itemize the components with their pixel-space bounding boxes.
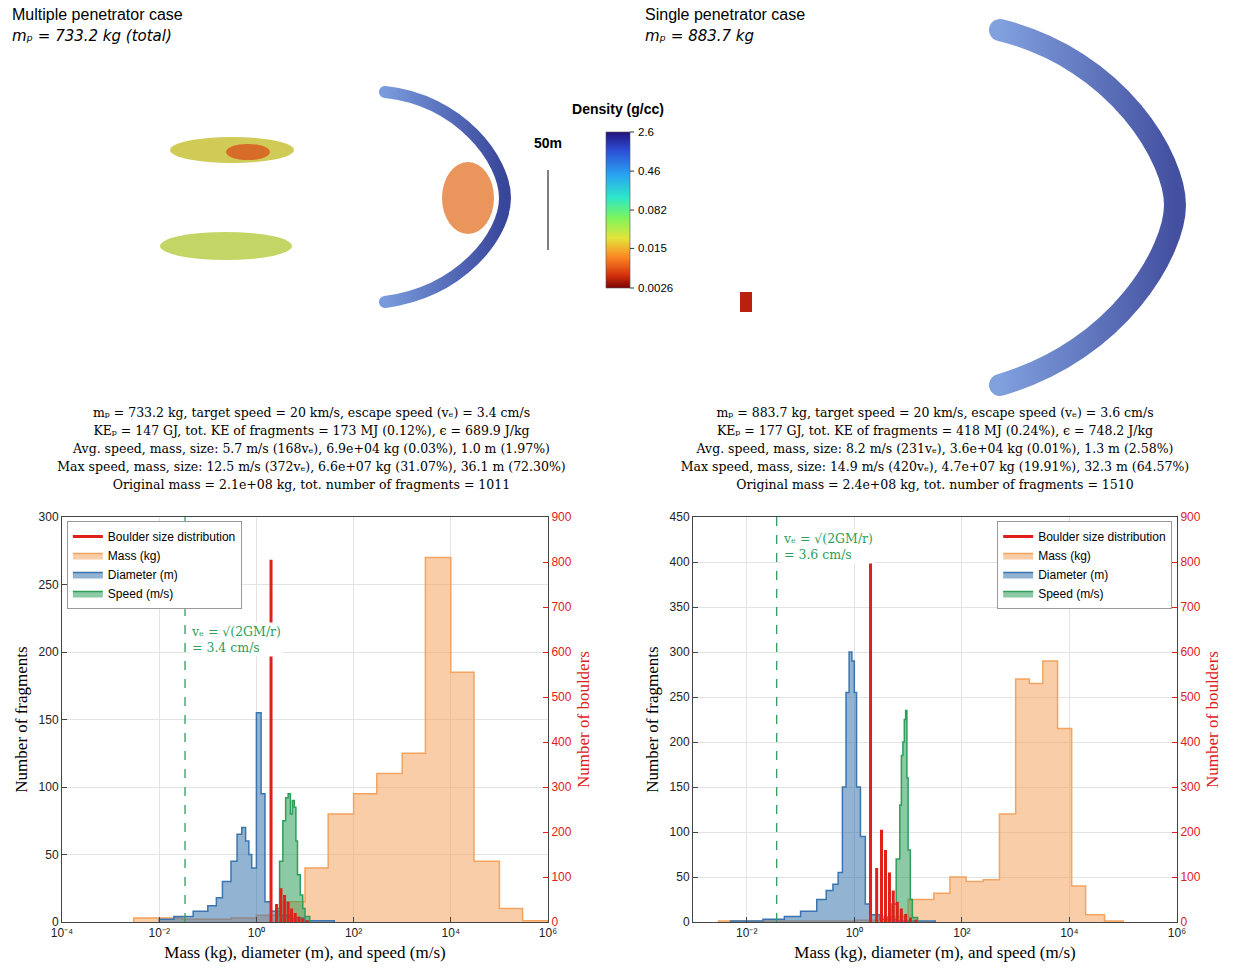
svg-text:600: 600 xyxy=(1180,645,1200,659)
svg-text:300: 300 xyxy=(1180,780,1200,794)
html-text:Original mass = 2.4e+08 kg, to: Original mass = 2.4e+08 kg, tot. number … xyxy=(736,477,1134,492)
svg-text:0.015: 0.015 xyxy=(638,242,667,254)
svg-text:0.082: 0.082 xyxy=(638,204,667,216)
svg-text:Mass (kg), diameter (m), and s: Mass (kg), diameter (m), and speed (m/s) xyxy=(164,943,445,962)
svg-text:600: 600 xyxy=(551,645,571,659)
svg-text:Number of boulders: Number of boulders xyxy=(574,651,593,788)
html-text:Avg. speed, mass, size: 5.7 m/: Avg. speed, mass, size: 5.7 m/s (168vₑ),… xyxy=(73,441,550,456)
svg-text:2.6: 2.6 xyxy=(638,126,654,138)
svg-text:0.46: 0.46 xyxy=(638,165,660,177)
svg-text:Mass (kg): Mass (kg) xyxy=(108,549,161,563)
svg-text:Diameter (m): Diameter (m) xyxy=(108,568,178,582)
svg-text:0: 0 xyxy=(1180,915,1187,929)
svg-text:mₚ = 733.2 kg (total): mₚ = 733.2 kg (total) xyxy=(12,27,172,45)
svg-text:200: 200 xyxy=(1180,825,1200,839)
html-text:Max speed, mass, size: 12.5 m/: Max speed, mass, size: 12.5 m/s (372vₑ),… xyxy=(57,459,566,474)
svg-text:10²: 10² xyxy=(953,926,970,940)
html-text:Original mass = 2.1e+08 kg, to: Original mass = 2.1e+08 kg, tot. number … xyxy=(112,477,511,492)
html-text:KEₚ = 177 GJ, tot. KE of fragm: KEₚ = 177 GJ, tot. KE of fragments = 418… xyxy=(716,423,1154,438)
svg-text:100: 100 xyxy=(39,780,59,794)
svg-text:Number of fragments: Number of fragments xyxy=(12,646,31,792)
svg-text:100: 100 xyxy=(670,825,690,839)
html-text:mₚ = 733.2 kg, target speed =: mₚ = 733.2 kg, target speed = 20 km/s, e… xyxy=(92,405,531,420)
svg-text:450: 450 xyxy=(670,510,690,524)
svg-text:900: 900 xyxy=(1180,510,1200,524)
svg-text:300: 300 xyxy=(670,645,690,659)
svg-text:10²: 10² xyxy=(345,926,362,940)
html-text:Max speed, mass, size: 14.9 m/: Max speed, mass, size: 14.9 m/s (420vₑ),… xyxy=(680,459,1190,474)
svg-text:0: 0 xyxy=(683,915,690,929)
svg-text:0.0026: 0.0026 xyxy=(638,282,673,294)
svg-text:Speed (m/s): Speed (m/s) xyxy=(108,587,173,601)
svg-text:Mass (kg): Mass (kg) xyxy=(1038,549,1091,563)
svg-text:50: 50 xyxy=(676,870,690,884)
html-text:KEₚ = 147 GJ, tot. KE of fragm: KEₚ = 147 GJ, tot. KE of fragments = 173… xyxy=(93,423,530,438)
svg-text:0: 0 xyxy=(52,915,59,929)
svg-text:250: 250 xyxy=(670,690,690,704)
svg-text:vₑ = √(2GM/r)= 3.6 cm/s: vₑ = √(2GM/r)= 3.6 cm/s xyxy=(783,531,873,562)
svg-text:10⁻²: 10⁻² xyxy=(736,926,757,940)
svg-text:500: 500 xyxy=(551,690,571,704)
svg-text:Number of boulders: Number of boulders xyxy=(1203,651,1222,788)
svg-text:350: 350 xyxy=(670,600,690,614)
svg-text:Multiple penetrator case: Multiple penetrator case xyxy=(12,6,183,23)
html-text:mₚ = 883.7 kg, target speed =: mₚ = 883.7 kg, target speed = 20 km/s, e… xyxy=(716,405,1154,420)
svg-text:10⁴: 10⁴ xyxy=(442,926,461,940)
svg-text:mₚ = 883.7 kg: mₚ = 883.7 kg xyxy=(645,27,754,45)
svg-text:Diameter (m): Diameter (m) xyxy=(1038,568,1108,582)
svg-text:10⁻²: 10⁻² xyxy=(149,926,170,940)
svg-text:10⁶: 10⁶ xyxy=(539,926,557,940)
svg-text:10⁴: 10⁴ xyxy=(1060,926,1079,940)
svg-text:10⁰: 10⁰ xyxy=(248,926,265,940)
svg-text:200: 200 xyxy=(670,735,690,749)
svg-text:700: 700 xyxy=(551,600,571,614)
svg-text:Density (g/cc): Density (g/cc) xyxy=(572,101,664,117)
svg-text:Boulder size distribution: Boulder size distribution xyxy=(108,530,235,544)
html-text:Avg. speed, mass, size: 8.2 m/: Avg. speed, mass, size: 8.2 m/s (231vₑ),… xyxy=(696,441,1174,456)
svg-text:0: 0 xyxy=(551,915,558,929)
svg-text:400: 400 xyxy=(1180,735,1200,749)
svg-text:100: 100 xyxy=(551,870,571,884)
svg-text:50m: 50m xyxy=(534,135,562,151)
svg-text:400: 400 xyxy=(551,735,571,749)
svg-text:700: 700 xyxy=(1180,600,1200,614)
svg-text:Speed (m/s): Speed (m/s) xyxy=(1038,587,1103,601)
svg-text:800: 800 xyxy=(551,555,571,569)
svg-text:vₑ = √(2GM/r)= 3.4 cm/s: vₑ = √(2GM/r)= 3.4 cm/s xyxy=(191,624,281,655)
svg-text:400: 400 xyxy=(670,555,690,569)
svg-text:100: 100 xyxy=(1180,870,1200,884)
svg-text:150: 150 xyxy=(39,713,59,727)
svg-text:50: 50 xyxy=(45,848,59,862)
svg-text:200: 200 xyxy=(39,645,59,659)
svg-text:900: 900 xyxy=(551,510,571,524)
svg-text:Number of fragments: Number of fragments xyxy=(643,646,662,792)
svg-text:250: 250 xyxy=(39,578,59,592)
svg-text:800: 800 xyxy=(1180,555,1200,569)
svg-text:300: 300 xyxy=(551,780,571,794)
svg-text:10⁶: 10⁶ xyxy=(1168,926,1186,940)
svg-text:300: 300 xyxy=(39,510,59,524)
svg-text:150: 150 xyxy=(670,780,690,794)
svg-text:Boulder size distribution: Boulder size distribution xyxy=(1038,530,1165,544)
svg-text:10⁻⁴: 10⁻⁴ xyxy=(51,926,74,940)
svg-text:500: 500 xyxy=(1180,690,1200,704)
svg-text:200: 200 xyxy=(551,825,571,839)
svg-text:Mass (kg), diameter (m), and s: Mass (kg), diameter (m), and speed (m/s) xyxy=(794,943,1075,962)
svg-text:10⁰: 10⁰ xyxy=(846,926,863,940)
svg-text:Single penetrator case: Single penetrator case xyxy=(645,6,805,23)
